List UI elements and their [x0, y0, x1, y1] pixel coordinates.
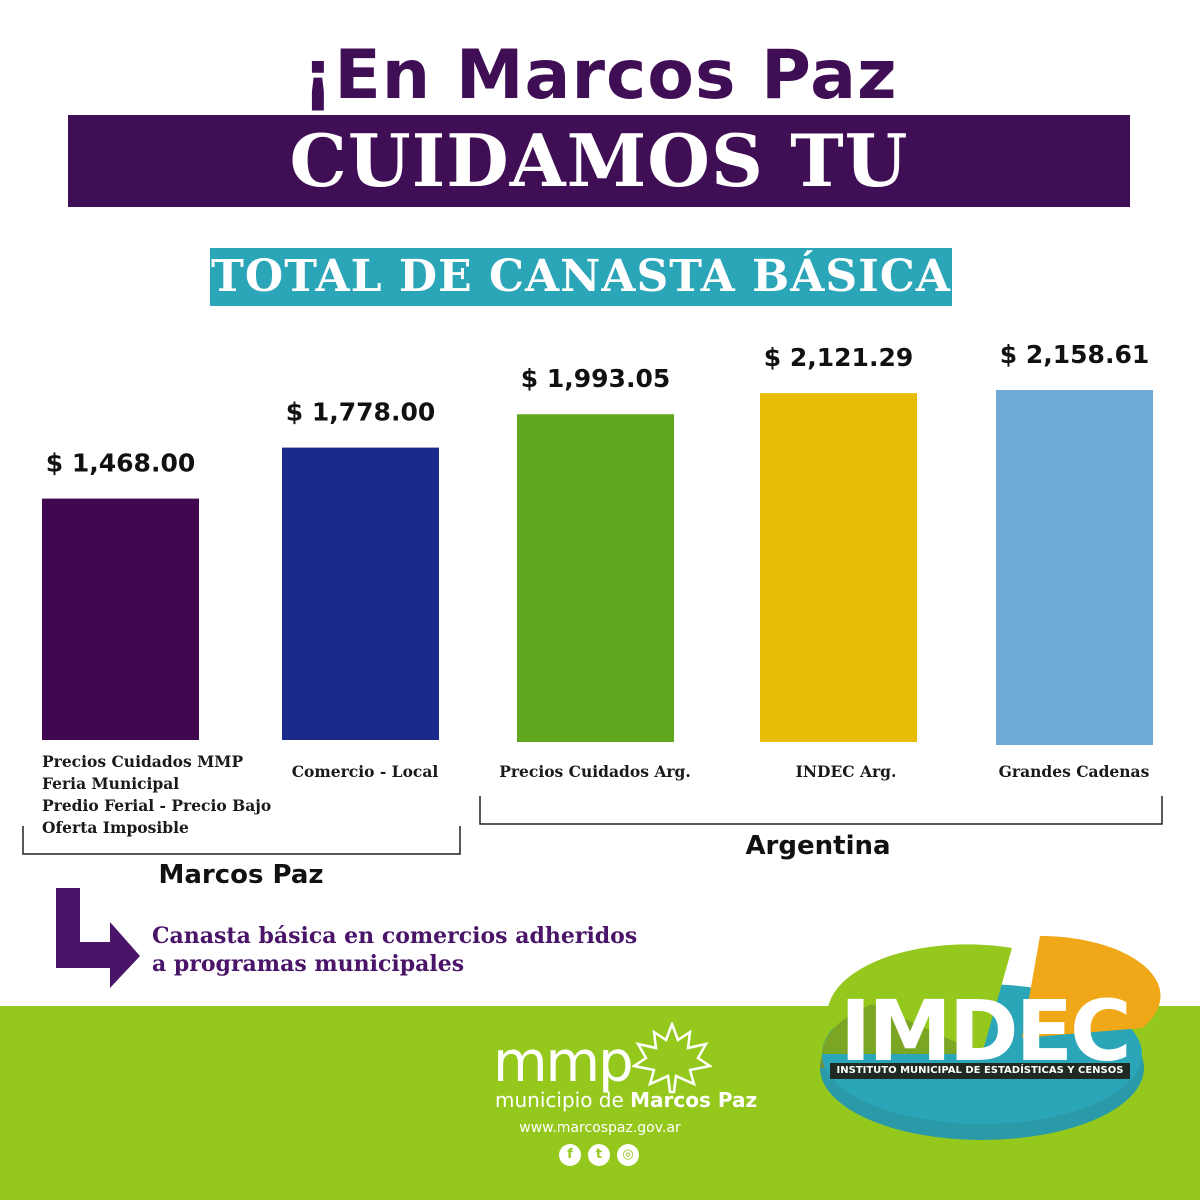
note-text: Canasta básica en comercios adheridos a … — [152, 922, 712, 978]
imdec-subtitle-band: INSTITUTO MUNICIPAL DE ESTADÍSTICAS Y CE… — [830, 1063, 1130, 1079]
subtitle-banner: TOTAL DE CANASTA BÁSICA — [210, 248, 952, 306]
value-label-4: $ 2,121.29 — [764, 343, 913, 372]
bar-3 — [517, 414, 674, 742]
value-label-5: $ 2,158.61 — [1000, 340, 1149, 369]
mmp-logo-wordmark: mmp — [493, 1030, 634, 1095]
category-label-5: Grandes Cadenas — [999, 762, 1150, 781]
chart-title: TOTAL DE CANASTA BÁSICA — [211, 251, 951, 302]
group-bracket-2 — [479, 796, 1163, 825]
group-bracket-1 — [22, 826, 461, 855]
bar-chart: $ 1,468.00 $ 1,778.00 $ 1,993.05 $ 2,121.29… — [22, 340, 1163, 890]
twitter-icon[interactable]: t — [588, 1144, 610, 1166]
category-label-2: Comercio - Local — [292, 762, 439, 781]
bar-5 — [996, 390, 1153, 745]
value-label-1: $ 1,468.00 — [46, 449, 195, 478]
bend-arrow-icon — [52, 884, 144, 994]
group-label-2: Argentina — [745, 831, 890, 861]
group-label-1: Marcos Paz — [158, 860, 323, 890]
note-line-1: Canasta básica en comercios adheridos — [152, 923, 638, 949]
bar-1 — [42, 498, 199, 740]
value-label-2: $ 1,778.00 — [286, 398, 435, 427]
category-label-1: Feria Municipal — [42, 774, 179, 793]
instagram-icon[interactable]: ◎ — [617, 1144, 639, 1166]
facebook-icon[interactable]: f — [559, 1144, 581, 1166]
bar-2 — [282, 447, 439, 740]
category-label-1: Predio Ferial - Precio Bajo — [42, 796, 271, 815]
headline: ¡En Marcos Paz — [302, 36, 898, 115]
value-label-3: $ 1,993.05 — [521, 364, 670, 393]
category-label-4: INDEC Arg. — [796, 762, 897, 781]
imdec-pie-logo — [812, 918, 1162, 1152]
mmp-logo-subtitle: municipio de Marcos Paz — [495, 1088, 757, 1112]
category-label-1: Precios Cuidados MMP — [42, 752, 243, 771]
category-label-1: Oferta Imposible — [42, 818, 189, 837]
note-line-2: a programas municipales — [152, 951, 465, 977]
municipality-prefix: municipio de — [495, 1088, 624, 1112]
maple-leaf-icon — [630, 1020, 714, 1098]
website-link[interactable]: www.marcospaz.gov.ar — [519, 1120, 681, 1136]
imdec-subtitle: INSTITUTO MUNICIPAL DE ESTADÍSTICAS Y CE… — [836, 1065, 1124, 1076]
bar-4 — [760, 393, 917, 742]
category-label-3: Precios Cuidados Arg. — [499, 762, 691, 781]
municipality-name: Marcos Paz — [630, 1088, 758, 1112]
